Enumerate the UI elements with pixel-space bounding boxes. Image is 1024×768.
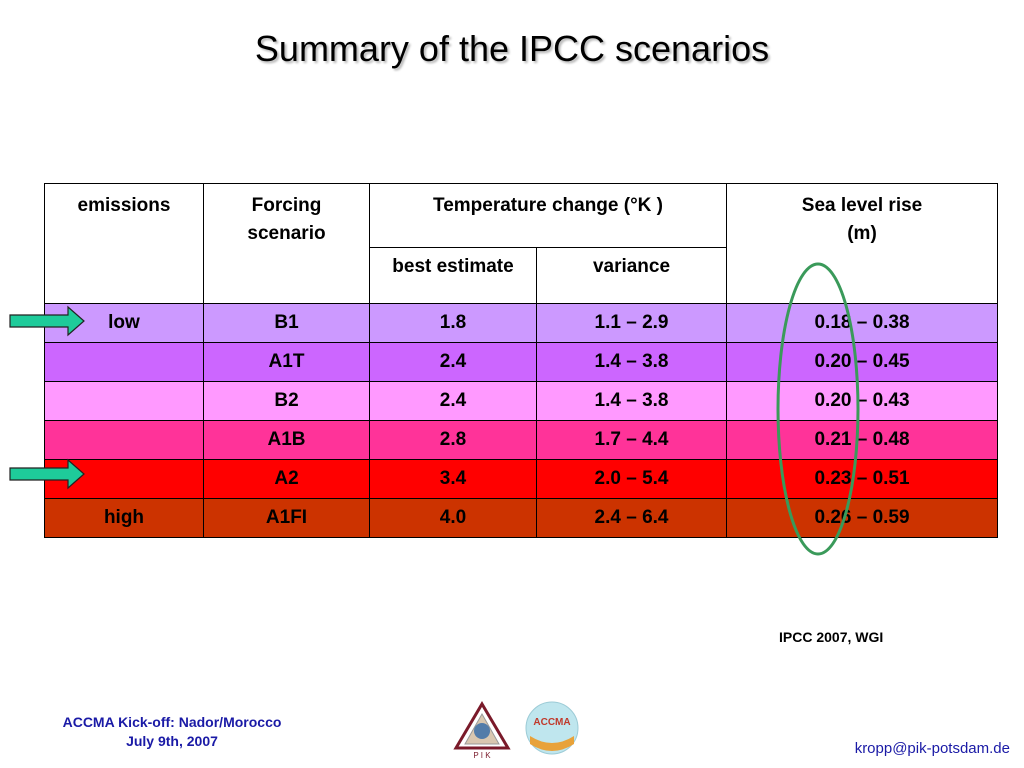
cell-best-estimate: 2.8 xyxy=(369,420,537,460)
header-variance: variance xyxy=(535,247,728,304)
pik-logo: P I K xyxy=(453,701,511,760)
cell-variance: 2.4 – 6.4 xyxy=(535,498,728,538)
header-emissions: emissions xyxy=(44,183,204,304)
source-citation: IPCC 2007, WGI xyxy=(779,629,884,645)
cell-best-estimate: 3.4 xyxy=(369,459,537,499)
cell-variance: 1.1 – 2.9 xyxy=(535,303,728,343)
cell-variance: 1.7 – 4.4 xyxy=(535,420,728,460)
footer-event-date: July 9th, 2007 xyxy=(126,733,218,749)
cell-sea-level: 0.26 – 0.59 xyxy=(726,498,999,538)
cell-scenario: A1FI xyxy=(203,498,370,538)
cell-variance: 2.0 – 5.4 xyxy=(535,459,728,499)
cell-scenario: B2 xyxy=(203,381,370,421)
table-row: A1B 2.8 1.7 – 4.4 0.21 – 0.48 xyxy=(44,420,999,460)
cell-sea-level: 0.18 – 0.38 xyxy=(726,303,999,343)
contact-email[interactable]: kropp@pik-potsdam.de xyxy=(854,740,1010,757)
cell-sea-level: 0.20 – 0.43 xyxy=(726,381,999,421)
cell-scenario: A1B xyxy=(203,420,370,460)
table-subheader-row: best estimate variance xyxy=(45,247,998,304)
header-best-estimate: best estimate xyxy=(369,247,537,304)
ipcc-scenarios-table: emissions Forcing scenario Temperature ch… xyxy=(44,183,999,538)
cell-emissions xyxy=(44,459,204,499)
cell-emissions xyxy=(44,342,204,382)
header-sea-level-rise: Sea level rise (m) xyxy=(726,183,999,304)
cell-variance: 1.4 – 3.8 xyxy=(535,381,728,421)
table-header-row: emissions Forcing scenario Temperature ch… xyxy=(44,183,999,304)
cell-sea-level: 0.23 – 0.51 xyxy=(726,459,999,499)
header-forcing-scenario: Forcing scenario xyxy=(203,183,370,304)
cell-emissions: high xyxy=(44,498,204,538)
accma-logo: ACCMA xyxy=(525,701,579,755)
cell-scenario: A1T xyxy=(203,342,370,382)
header-temperature-change: Temperature change (°K ) xyxy=(368,183,728,248)
cell-best-estimate: 4.0 xyxy=(369,498,537,538)
pik-logo-text: P I K xyxy=(473,751,491,760)
cell-scenario: B1 xyxy=(203,303,370,343)
table-row: A1T 2.4 1.4 – 3.8 0.20 – 0.45 xyxy=(44,342,999,382)
cell-emissions xyxy=(44,381,204,421)
cell-variance: 1.4 – 3.8 xyxy=(535,342,728,382)
table-row: high A1FI 4.0 2.4 – 6.4 0.26 – 0.59 xyxy=(44,498,999,538)
cell-sea-level: 0.21 – 0.48 xyxy=(726,420,999,460)
table-row: low B1 1.8 1.1 – 2.9 0.18 – 0.38 xyxy=(44,303,999,343)
accma-logo-text: ACCMA xyxy=(533,717,570,728)
cell-best-estimate: 2.4 xyxy=(369,381,537,421)
cell-scenario: A2 xyxy=(203,459,370,499)
cell-sea-level: 0.20 – 0.45 xyxy=(726,342,999,382)
table-row: B2 2.4 1.4 – 3.8 0.20 – 0.43 xyxy=(44,381,999,421)
footer-event-title: ACCMA Kick-off: Nador/Morocco xyxy=(62,714,282,730)
table-row: A2 3.4 2.0 – 5.4 0.23 – 0.51 xyxy=(44,459,999,499)
cell-best-estimate: 2.4 xyxy=(369,342,537,382)
footer-event: ACCMA Kick-off: Nador/Morocco July 9th, … xyxy=(42,713,302,751)
cell-best-estimate: 1.8 xyxy=(369,303,537,343)
cell-emissions: low xyxy=(44,303,204,343)
cell-emissions xyxy=(44,420,204,460)
slide-title: Summary of the IPCC scenarios xyxy=(254,28,770,69)
